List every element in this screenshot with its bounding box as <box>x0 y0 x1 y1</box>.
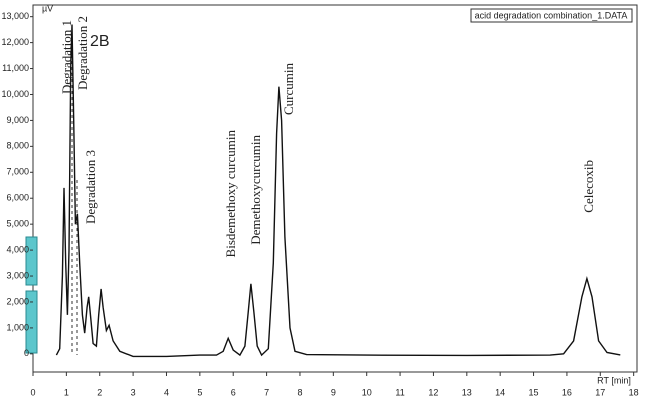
y-tick-label: 13,000 <box>1 11 29 21</box>
x-tick-label: 16 <box>562 387 572 397</box>
x-tick-label: 6 <box>231 387 236 397</box>
y-tick-label: 12,000 <box>1 37 29 47</box>
peak-annotation: Bisdemethoxy curcumin <box>223 130 238 258</box>
x-tick-label: 15 <box>529 387 539 397</box>
peak-annotation: Degradation 1 <box>59 20 74 94</box>
y-tick-label: 7,000 <box>6 167 29 177</box>
plot-frame <box>32 4 638 373</box>
y-tick-label: 3,000 <box>6 270 29 280</box>
y-tick-label: 4,000 <box>6 244 29 254</box>
x-tick-label: 11 <box>395 387 404 397</box>
x-tick-label: 7 <box>264 387 269 397</box>
x-tick-label: 5 <box>197 387 202 397</box>
x-label: RT [min] <box>597 375 631 385</box>
x-tick-label: 17 <box>595 387 605 397</box>
y-tick-label: 1,000 <box>6 322 29 332</box>
y-tick-label: 0 <box>24 348 29 358</box>
x-tick-label: 18 <box>629 387 639 397</box>
x-tick-label: 13 <box>462 387 472 397</box>
x-tick-label: 0 <box>30 387 35 397</box>
y-tick-label: 11,000 <box>2 63 29 73</box>
x-tick-label: 12 <box>428 387 438 397</box>
panel-label: 2B <box>90 33 110 50</box>
x-tick-label: 1 <box>64 387 69 397</box>
y-tick-label: 2,000 <box>6 296 29 306</box>
legend-text: acid degradation combination_1.DATA <box>475 10 628 20</box>
x-tick-label: 10 <box>362 387 372 397</box>
y-tick-label: 9,000 <box>6 115 29 125</box>
y-tick-label: 8,000 <box>6 141 29 151</box>
peak-annotation: Degradation 2 <box>75 16 90 90</box>
peak-annotation: Celecoxib <box>581 160 596 213</box>
x-tick-label: 3 <box>131 387 136 397</box>
y-tick-label: 5,000 <box>6 219 29 229</box>
y-unit: µV <box>42 3 53 13</box>
side-box <box>25 236 38 286</box>
y-tick-label: 10,000 <box>1 89 29 99</box>
x-tick-label: 4 <box>164 387 169 397</box>
legend-box <box>470 8 633 23</box>
y-tick-label: 6,000 <box>6 193 29 203</box>
side-box <box>25 290 38 354</box>
peak-annotation: Degradation 3 <box>83 150 98 224</box>
x-tick-label: 2 <box>97 387 102 397</box>
trace <box>55 24 621 358</box>
x-tick-label: 14 <box>495 387 505 397</box>
peak-annotation: Demethoxycurcumin <box>248 135 263 245</box>
x-tick-label: 9 <box>331 387 336 397</box>
peak-annotation: Curcumin <box>281 63 296 115</box>
x-tick-label: 8 <box>297 387 302 397</box>
